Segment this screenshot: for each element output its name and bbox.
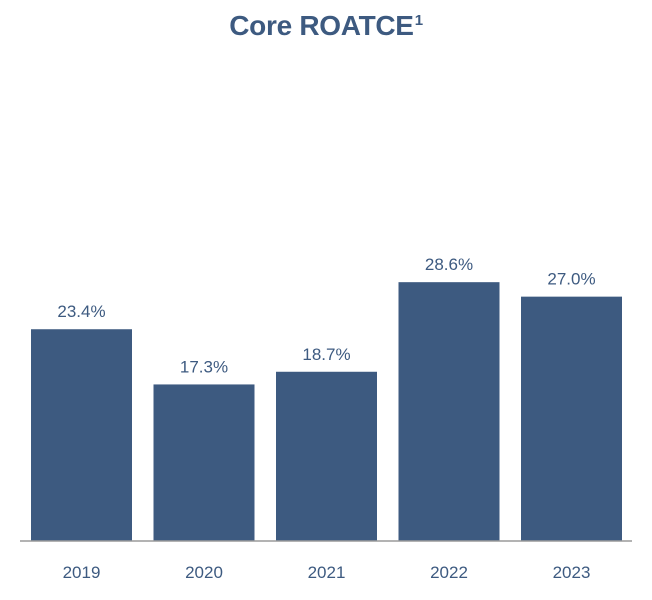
category-label-2020: 2020 bbox=[185, 563, 223, 582]
bar-2022 bbox=[398, 282, 500, 541]
labels-layer: 23.4% 2019 17.3% 2020 18.7% 2021 28.6% 2022 27.0… bbox=[57, 255, 595, 582]
bar-2021 bbox=[276, 371, 377, 541]
category-label-2022: 2022 bbox=[430, 563, 468, 582]
category-label-2021: 2021 bbox=[308, 563, 346, 582]
category-label-2023: 2023 bbox=[553, 563, 591, 582]
bar-2020 bbox=[153, 384, 255, 541]
category-label-2019: 2019 bbox=[63, 563, 101, 582]
value-label-2019: 23.4% bbox=[57, 302, 105, 321]
bar-2023 bbox=[521, 296, 622, 541]
bars-layer bbox=[31, 282, 622, 541]
chart-title: Core ROATCE1 bbox=[0, 10, 652, 42]
value-label-2023: 27.0% bbox=[547, 270, 595, 289]
value-label-2021: 18.7% bbox=[302, 345, 350, 364]
chart-title-footnote: 1 bbox=[414, 12, 423, 29]
chart-title-text: Core ROATCE bbox=[229, 10, 414, 41]
value-label-2022: 28.6% bbox=[425, 255, 473, 274]
value-label-2020: 17.3% bbox=[180, 357, 228, 376]
bar-2019 bbox=[31, 329, 132, 541]
